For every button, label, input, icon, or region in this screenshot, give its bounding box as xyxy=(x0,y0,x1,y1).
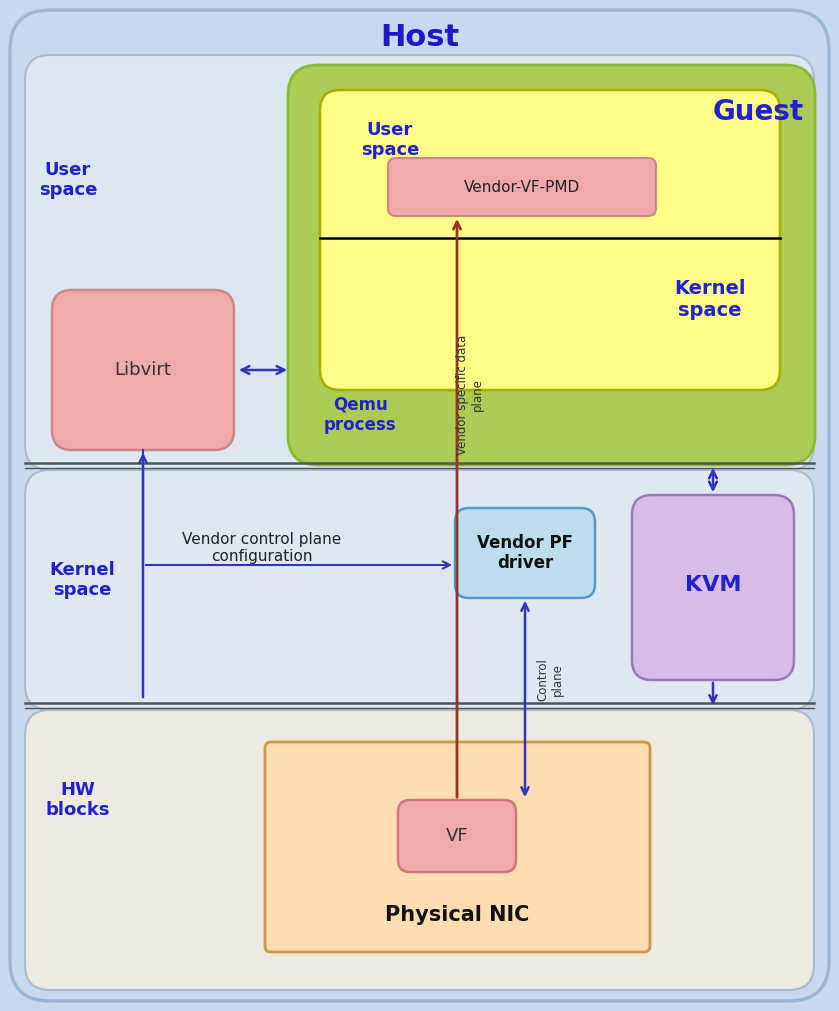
FancyBboxPatch shape xyxy=(320,90,780,390)
FancyBboxPatch shape xyxy=(52,290,234,450)
FancyBboxPatch shape xyxy=(388,158,656,216)
Text: Kernel
space: Kernel space xyxy=(50,561,115,600)
Text: User
space: User space xyxy=(39,161,97,199)
Text: Host: Host xyxy=(380,23,459,53)
FancyBboxPatch shape xyxy=(455,508,595,598)
Text: Guest: Guest xyxy=(712,98,804,126)
FancyBboxPatch shape xyxy=(10,10,829,1001)
Text: KVM: KVM xyxy=(685,575,741,595)
Text: Vendor PF
driver: Vendor PF driver xyxy=(477,534,573,572)
FancyBboxPatch shape xyxy=(25,710,814,990)
Text: HW
blocks: HW blocks xyxy=(46,780,110,819)
Text: Kernel
space: Kernel space xyxy=(675,279,746,320)
FancyBboxPatch shape xyxy=(265,742,650,952)
Text: Qemu
process: Qemu process xyxy=(324,395,396,435)
FancyBboxPatch shape xyxy=(288,65,815,465)
Text: Vendor specific data
plane: Vendor specific data plane xyxy=(456,335,484,455)
Text: Physical NIC: Physical NIC xyxy=(385,905,529,925)
Text: Control
plane: Control plane xyxy=(536,658,564,702)
Text: Vendor control plane
configuration: Vendor control plane configuration xyxy=(182,532,341,564)
Text: VF: VF xyxy=(446,827,468,845)
FancyBboxPatch shape xyxy=(25,470,814,710)
Text: Libvirt: Libvirt xyxy=(115,361,171,379)
FancyBboxPatch shape xyxy=(398,800,516,872)
Text: User
space: User space xyxy=(361,120,420,160)
FancyBboxPatch shape xyxy=(632,495,794,680)
FancyBboxPatch shape xyxy=(25,55,814,470)
Text: Vendor-VF-PMD: Vendor-VF-PMD xyxy=(464,180,580,194)
